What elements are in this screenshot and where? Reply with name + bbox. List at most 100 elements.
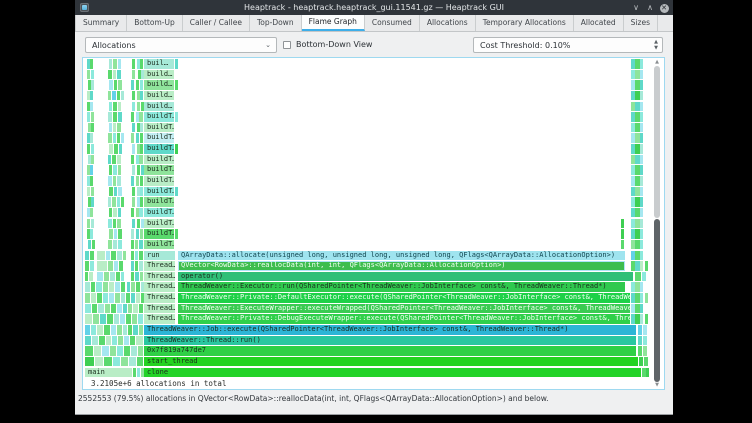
flame-strip[interactable] bbox=[631, 69, 635, 80]
flame-strip[interactable] bbox=[91, 80, 94, 90]
flame-strip[interactable] bbox=[109, 229, 113, 239]
flame-strip[interactable] bbox=[635, 101, 640, 112]
flame-strip[interactable] bbox=[175, 59, 178, 69]
flame-strip[interactable] bbox=[139, 207, 143, 218]
flame-strip[interactable] bbox=[137, 90, 140, 101]
flame-bar[interactable]: build… bbox=[144, 90, 174, 101]
flame-bar[interactable]: ThreadWeaver::Executor::run(QSharedPoint… bbox=[178, 282, 625, 292]
flame-bar[interactable]: QArrayData::allocate(unsigned long, unsi… bbox=[178, 250, 625, 261]
flame-strip[interactable] bbox=[113, 133, 116, 143]
flame-strip[interactable] bbox=[88, 197, 91, 207]
flame-strip[interactable] bbox=[128, 303, 132, 314]
flame-strip[interactable] bbox=[635, 239, 640, 250]
flame-strip[interactable] bbox=[141, 293, 144, 303]
flame-bar[interactable]: Thread… bbox=[144, 314, 175, 324]
flame-strip[interactable] bbox=[117, 133, 120, 143]
flame-strip[interactable] bbox=[175, 229, 178, 239]
flame-strip[interactable] bbox=[126, 314, 131, 324]
maximize-button[interactable]: ∧ bbox=[647, 3, 653, 12]
flame-strip[interactable] bbox=[631, 229, 635, 239]
flame-bar[interactable]: ThreadWeaver::Job::execute(QSharedPointe… bbox=[144, 325, 636, 335]
flame-strip[interactable] bbox=[137, 218, 140, 229]
flame-strip[interactable] bbox=[121, 197, 124, 207]
flame-strip[interactable] bbox=[640, 122, 643, 133]
flame-strip[interactable] bbox=[133, 367, 136, 378]
flame-strip[interactable] bbox=[124, 346, 130, 356]
flame-strip[interactable] bbox=[131, 282, 135, 292]
flame-strip[interactable] bbox=[136, 229, 139, 239]
flame-bar[interactable]: buildT… bbox=[144, 165, 174, 175]
flame-strip[interactable] bbox=[640, 154, 643, 165]
flame-strip[interactable] bbox=[631, 112, 635, 122]
flame-strip[interactable] bbox=[109, 207, 112, 218]
flame-strip[interactable] bbox=[640, 186, 643, 197]
flame-bar[interactable]: buildT… bbox=[144, 122, 174, 133]
flame-strip[interactable] bbox=[132, 144, 135, 154]
scroll-up-icon[interactable]: ▲ bbox=[655, 59, 659, 65]
flame-strip[interactable] bbox=[140, 80, 143, 90]
metric-combobox[interactable]: Allocations ⌄ bbox=[85, 37, 277, 53]
close-button[interactable]: ✕ bbox=[657, 0, 671, 15]
flame-strip[interactable] bbox=[124, 335, 129, 346]
flame-strip[interactable] bbox=[136, 80, 139, 90]
flame-strip[interactable] bbox=[139, 261, 143, 271]
flame-strip[interactable] bbox=[136, 207, 139, 218]
flame-strip[interactable] bbox=[132, 59, 135, 69]
flame-strip[interactable] bbox=[112, 335, 117, 346]
flame-strip[interactable] bbox=[114, 80, 117, 90]
tab-temporary-allocations[interactable]: Temporary Allocations bbox=[475, 15, 574, 31]
flame-strip[interactable] bbox=[175, 186, 178, 197]
flame-strip[interactable] bbox=[108, 218, 112, 229]
flame-strip[interactable] bbox=[121, 293, 125, 303]
flame-strip[interactable] bbox=[126, 293, 130, 303]
flame-strip[interactable] bbox=[640, 165, 643, 175]
flame-strip[interactable] bbox=[87, 133, 90, 143]
flame-strip[interactable] bbox=[131, 176, 134, 186]
flame-strip[interactable] bbox=[141, 165, 144, 175]
flame-strip[interactable] bbox=[638, 346, 642, 356]
flame-strip[interactable] bbox=[640, 176, 643, 186]
flame-strip[interactable] bbox=[85, 314, 92, 324]
flame-strip[interactable] bbox=[88, 154, 91, 165]
flame-strip[interactable] bbox=[640, 250, 643, 261]
flame-bar[interactable]: build… bbox=[144, 69, 174, 80]
flame-strip[interactable] bbox=[631, 239, 635, 250]
flame-strip[interactable] bbox=[113, 165, 117, 175]
flame-strip[interactable] bbox=[87, 165, 90, 175]
flame-strip[interactable] bbox=[118, 59, 121, 69]
flame-strip[interactable] bbox=[108, 133, 112, 143]
flame-strip[interactable] bbox=[131, 229, 134, 239]
flame-strip[interactable] bbox=[136, 293, 140, 303]
flame-strip[interactable] bbox=[91, 112, 94, 122]
flame-strip[interactable] bbox=[118, 80, 122, 90]
flame-strip[interactable] bbox=[87, 229, 90, 239]
flame-strip[interactable] bbox=[123, 303, 127, 314]
flame-strip[interactable] bbox=[93, 314, 99, 324]
flame-strip[interactable] bbox=[136, 176, 139, 186]
flame-strip[interactable] bbox=[109, 293, 114, 303]
flame-strip[interactable] bbox=[631, 154, 635, 165]
flame-strip[interactable] bbox=[635, 133, 640, 143]
flame-strip[interactable] bbox=[109, 59, 112, 69]
flame-strip[interactable] bbox=[136, 133, 139, 143]
flame-strip[interactable] bbox=[113, 69, 116, 80]
flame-strip[interactable] bbox=[640, 80, 643, 90]
tab-allocated[interactable]: Allocated bbox=[573, 15, 624, 31]
flame-strip[interactable] bbox=[123, 250, 126, 261]
flame-strip[interactable] bbox=[132, 101, 135, 112]
flame-strip[interactable] bbox=[117, 303, 122, 314]
flame-strip[interactable] bbox=[118, 112, 122, 122]
flame-strip[interactable] bbox=[635, 69, 640, 80]
flame-strip[interactable] bbox=[117, 90, 120, 101]
flame-strip[interactable] bbox=[137, 101, 140, 112]
flame-strip[interactable] bbox=[90, 229, 93, 239]
flame-strip[interactable] bbox=[640, 197, 643, 207]
flame-strip[interactable] bbox=[91, 144, 94, 154]
flame-strip[interactable] bbox=[640, 69, 643, 80]
tab-allocations[interactable]: Allocations bbox=[419, 15, 476, 31]
flame-bar[interactable]: Thread… bbox=[144, 303, 175, 314]
flame-strip[interactable] bbox=[621, 218, 624, 229]
flame-strip[interactable] bbox=[112, 197, 116, 207]
flame-strip[interactable] bbox=[128, 325, 132, 335]
flame-strip[interactable] bbox=[107, 314, 113, 324]
